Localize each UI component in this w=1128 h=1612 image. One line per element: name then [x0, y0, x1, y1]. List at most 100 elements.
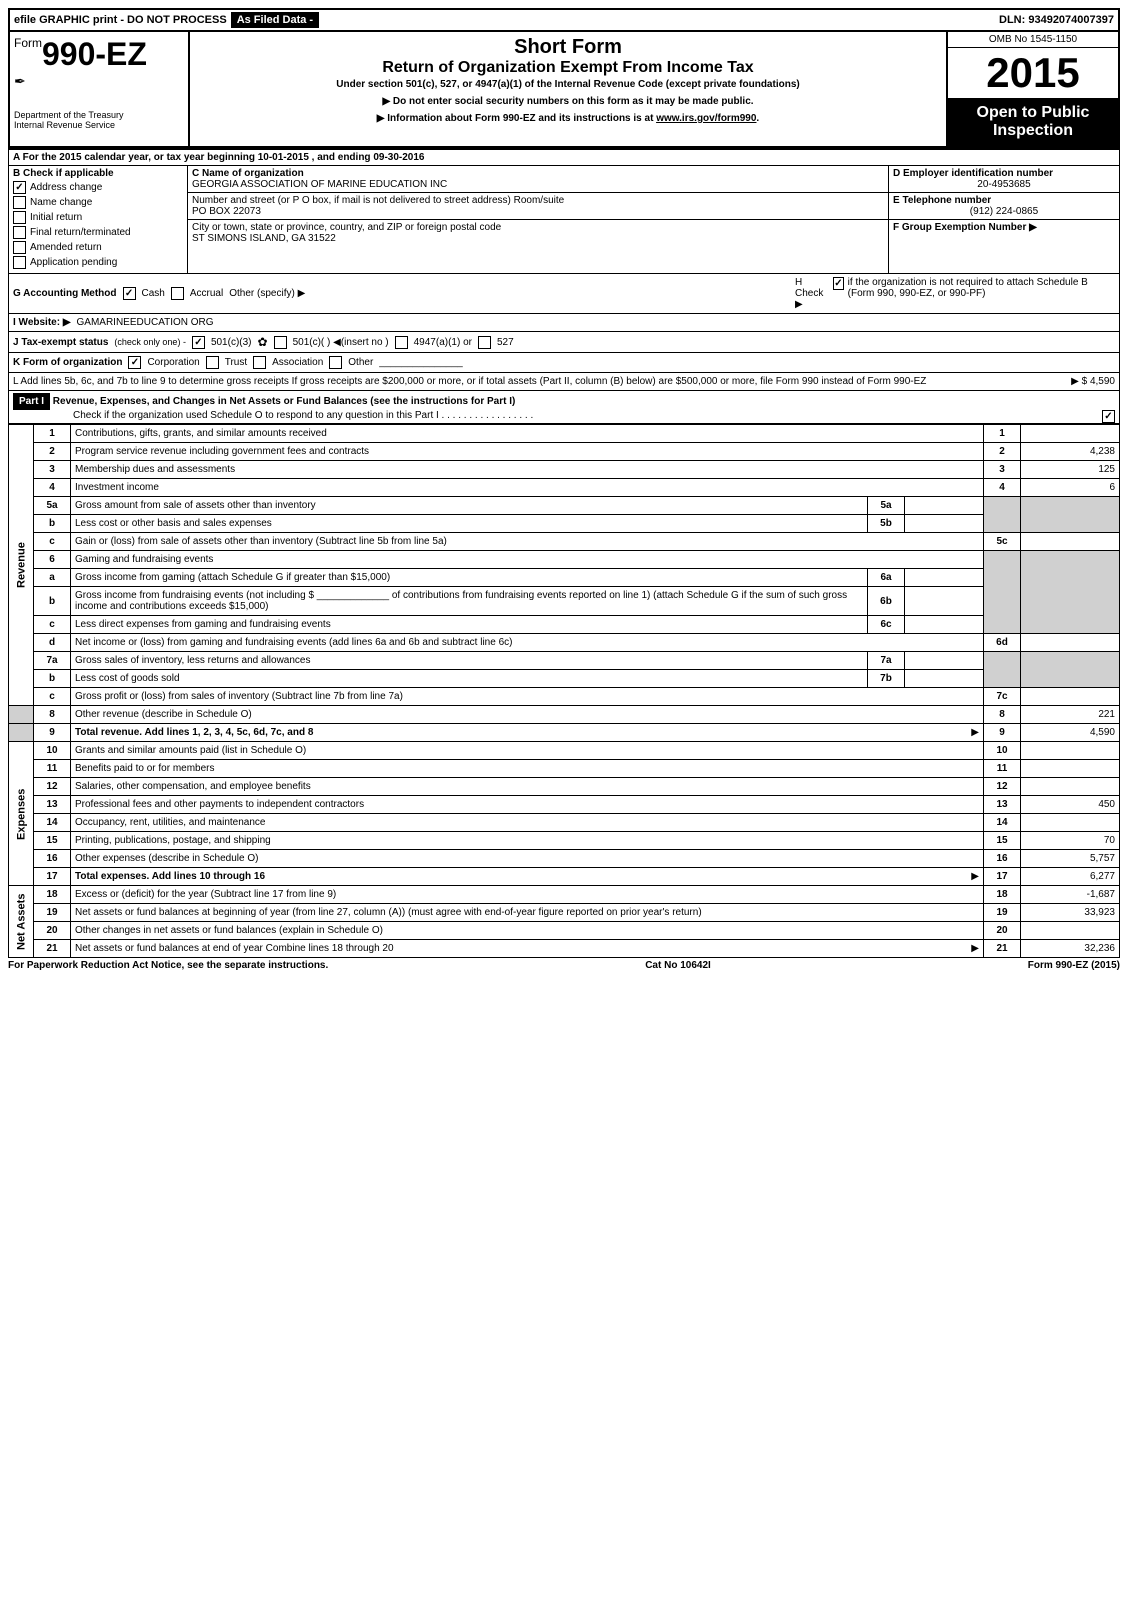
- check-address-change[interactable]: ✓Address change: [13, 181, 183, 194]
- check-accrual[interactable]: [171, 287, 184, 300]
- org-address: PO BOX 22073: [192, 206, 884, 217]
- line-14-desc: Occupancy, rent, utilities, and maintena…: [71, 814, 984, 832]
- irs-link[interactable]: www.irs.gov/form990: [656, 113, 756, 124]
- d-ein-label: D Employer identification number: [893, 168, 1115, 179]
- section-j: J Tax-exempt status (check only one) - ✓…: [8, 332, 1120, 353]
- side-expenses: Expenses: [9, 742, 34, 886]
- part1-title: Revenue, Expenses, and Changes in Net As…: [53, 396, 516, 407]
- line-15-desc: Printing, publications, postage, and shi…: [71, 832, 984, 850]
- website-value: GAMARINEEDUCATION ORG: [77, 317, 214, 328]
- line-12-desc: Salaries, other compensation, and employ…: [71, 778, 984, 796]
- section-i: I Website: ▶ GAMARINEEDUCATION ORG: [8, 314, 1120, 332]
- c-addr-label: Number and street (or P O box, if mail i…: [192, 195, 884, 206]
- b-label: B Check if applicable: [13, 168, 183, 179]
- section-l: L Add lines 5b, 6c, and 7b to line 9 to …: [8, 373, 1120, 391]
- telephone-value: (912) 224-0865: [893, 206, 1115, 217]
- org-name: GEORGIA ASSOCIATION OF MARINE EDUCATION …: [192, 179, 884, 190]
- check-name-change[interactable]: Name change: [13, 196, 183, 209]
- part1-badge: Part I: [13, 393, 50, 410]
- c-city-label: City or town, state or province, country…: [192, 222, 884, 233]
- asfiled-badge: As Filed Data -: [231, 12, 319, 28]
- part1-header: Part I Revenue, Expenses, and Changes in…: [8, 391, 1120, 424]
- line-4-desc: Investment income: [71, 479, 984, 497]
- check-final-return[interactable]: Final return/terminated: [13, 226, 183, 239]
- ein-value: 20-4953685: [893, 179, 1115, 190]
- check-corporation[interactable]: ✓: [128, 356, 141, 369]
- line-18-desc: Excess or (deficit) for the year (Subtra…: [71, 886, 984, 904]
- check-trust[interactable]: [206, 356, 219, 369]
- l-amount: ▶ $ 4,590: [1071, 376, 1115, 387]
- line-9-value: 4,590: [1021, 724, 1120, 742]
- line-17-value: 6,277: [1021, 868, 1120, 886]
- check-4947[interactable]: [395, 336, 408, 349]
- lines-table: Revenue 1Contributions, gifts, grants, a…: [8, 424, 1120, 958]
- check-527[interactable]: [478, 336, 491, 349]
- line-6a-desc: Gross income from gaming (attach Schedul…: [71, 569, 868, 587]
- line-3-value: 125: [1021, 461, 1120, 479]
- line-16-value: 5,757: [1021, 850, 1120, 868]
- section-k: K Form of organization ✓Corporation Trus…: [8, 353, 1120, 373]
- line-15-value: 70: [1021, 832, 1120, 850]
- year-box: OMB No 1545-1150 2015 Open to Public Ins…: [946, 32, 1118, 146]
- side-netassets: Net Assets: [9, 886, 34, 958]
- side-revenue: Revenue: [9, 425, 34, 706]
- form-number: 990-EZ: [42, 36, 147, 72]
- line-8-value: 221: [1021, 706, 1120, 724]
- line-9-desc: Total revenue. Add lines 1, 2, 3, 4, 5c,…: [71, 724, 984, 742]
- line-20-desc: Other changes in net assets or fund bala…: [71, 922, 984, 940]
- line-5a-desc: Gross amount from sale of assets other t…: [71, 497, 868, 515]
- line-3-desc: Membership dues and assessments: [71, 461, 984, 479]
- title-under: Under section 501(c), 527, or 4947(a)(1)…: [198, 79, 938, 90]
- line-7c-desc: Gross profit or (loss) from sales of inv…: [71, 688, 984, 706]
- footer-mid: Cat No 10642I: [645, 960, 711, 971]
- line-7a-desc: Gross sales of inventory, less returns a…: [71, 652, 868, 670]
- h-tail: if the organization is not required to a…: [848, 277, 1115, 299]
- line-2-value: 4,238: [1021, 443, 1120, 461]
- efile-label: efile GRAPHIC print - DO NOT PROCESS: [14, 14, 227, 26]
- check-amended-return[interactable]: Amended return: [13, 241, 183, 254]
- line-6-desc: Gaming and fundraising events: [71, 551, 984, 569]
- line-10-desc: Grants and similar amounts paid (list in…: [71, 742, 984, 760]
- note2: ▶ Information about Form 990-EZ and its …: [198, 113, 938, 124]
- line-6b-desc: Gross income from fundraising events (no…: [71, 587, 868, 616]
- title-box: Short Form Return of Organization Exempt…: [190, 32, 946, 146]
- part1-sub: Check if the organization used Schedule …: [73, 410, 533, 421]
- line-6d-desc: Net income or (loss) from gaming and fun…: [71, 634, 984, 652]
- line-19-value: 33,923: [1021, 904, 1120, 922]
- section-c: C Name of organization GEORGIA ASSOCIATI…: [188, 166, 889, 273]
- line-6c-desc: Less direct expenses from gaming and fun…: [71, 616, 868, 634]
- dept-line2: Internal Revenue Service: [14, 120, 184, 130]
- check-h[interactable]: ✓: [833, 277, 843, 290]
- line-19-desc: Net assets or fund balances at beginning…: [71, 904, 984, 922]
- check-schedule-o[interactable]: ✓: [1102, 410, 1115, 423]
- line-16-desc: Other expenses (describe in Schedule O): [71, 850, 984, 868]
- check-application-pending[interactable]: Application pending: [13, 256, 183, 269]
- title-short: Short Form: [198, 36, 938, 59]
- line-7b-desc: Less cost of goods sold: [71, 670, 868, 688]
- top-bar: efile GRAPHIC print - DO NOT PROCESS As …: [8, 8, 1120, 32]
- check-association[interactable]: [253, 356, 266, 369]
- g-label: G Accounting Method: [13, 288, 117, 299]
- omb-number: OMB No 1545-1150: [948, 32, 1118, 48]
- line-8-desc: Other revenue (describe in Schedule O): [71, 706, 984, 724]
- footer-right: Form 990-EZ (2015): [1028, 960, 1120, 971]
- form-box: Form990-EZ ✒ Department of the Treasury …: [10, 32, 190, 146]
- check-501c3[interactable]: ✓: [192, 336, 205, 349]
- check-initial-return[interactable]: Initial return: [13, 211, 183, 224]
- org-city: ST SIMONS ISLAND, GA 31522: [192, 233, 884, 244]
- open-public: Open to Public Inspection: [948, 98, 1118, 146]
- line-4-value: 6: [1021, 479, 1120, 497]
- line-18-value: -1,687: [1021, 886, 1120, 904]
- c-name-label: C Name of organization: [192, 168, 884, 179]
- form-prefix: Form: [14, 36, 42, 50]
- line-11-desc: Benefits paid to or for members: [71, 760, 984, 778]
- check-cash[interactable]: ✓: [123, 287, 136, 300]
- check-other-org[interactable]: [329, 356, 342, 369]
- header-row: Form990-EZ ✒ Department of the Treasury …: [8, 32, 1120, 148]
- l-text: L Add lines 5b, 6c, and 7b to line 9 to …: [13, 376, 1065, 387]
- line-5c-desc: Gain or (loss) from sale of assets other…: [71, 533, 984, 551]
- check-501c[interactable]: [274, 336, 287, 349]
- section-g: G Accounting Method ✓Cash Accrual Other …: [8, 274, 1120, 314]
- footer: For Paperwork Reduction Act Notice, see …: [8, 958, 1120, 973]
- d-tel-label: E Telephone number: [893, 195, 1115, 206]
